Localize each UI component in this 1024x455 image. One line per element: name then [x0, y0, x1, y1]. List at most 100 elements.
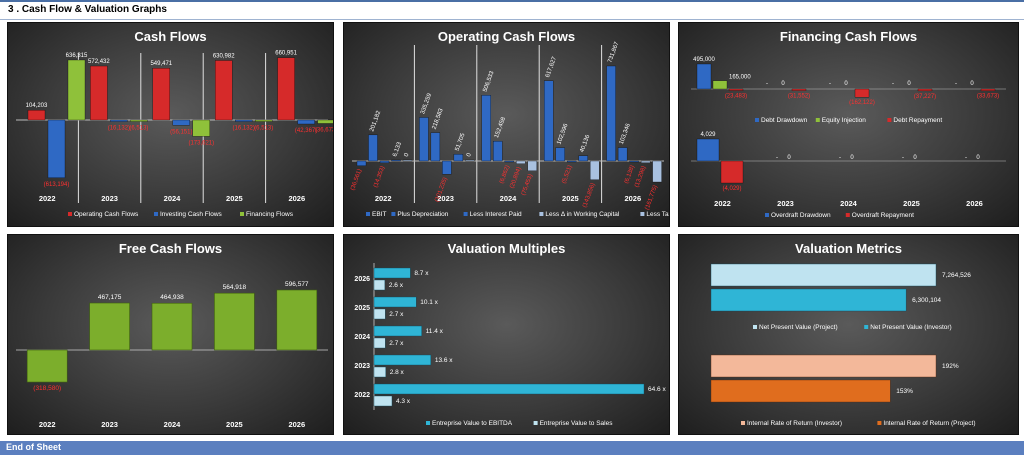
bar: [442, 160, 452, 175]
data-label: 572,432: [88, 59, 110, 65]
bar: [544, 80, 554, 162]
bar: [373, 354, 432, 366]
data-label: 4,029: [700, 132, 716, 138]
category-label: 2024: [354, 334, 370, 341]
legend-swatch: [366, 212, 370, 216]
data-label: 51,705: [455, 132, 467, 152]
bar: [214, 292, 255, 351]
data-label: (143,856): [582, 182, 596, 208]
bar: [516, 160, 526, 164]
data-label: 6,300,104: [912, 297, 941, 304]
bar: [710, 379, 891, 403]
data-label: (16,132): [233, 126, 255, 132]
category-label: 2023: [354, 363, 370, 370]
legend-swatch: [845, 213, 850, 217]
bar: [215, 60, 233, 121]
bar: [696, 63, 712, 90]
legend-swatch: [877, 421, 882, 425]
data-label: (20,894): [509, 166, 522, 189]
legend-label: Less Interest Paid: [470, 211, 522, 218]
data-label: 165,000: [729, 75, 751, 81]
category-label: 2022: [714, 199, 731, 208]
legend-swatch: [815, 118, 820, 122]
bar: [391, 159, 401, 162]
legend-swatch: [463, 212, 468, 216]
legend-label: Internal Rate of Return (Project): [883, 420, 975, 427]
data-label: 0: [787, 155, 791, 161]
sheet-title: 3 . Cash Flow & Valuation Graphs: [8, 4, 167, 15]
bar: [373, 308, 386, 320]
cash-flows-chart: Cash Flows 104,203 (613,194) 636,315 2022 57…: [7, 22, 334, 227]
data-label: 13.6 x: [435, 357, 453, 364]
bar: [110, 119, 128, 122]
legend-label: Net Present Value (Investor): [870, 324, 952, 331]
legend-label: Less Δ in Working Capital: [545, 211, 620, 218]
legend-swatch: [741, 421, 745, 425]
data-label: 8.7 x: [414, 270, 429, 277]
data-label: 4.3 x: [396, 398, 411, 405]
legend-swatch: [426, 421, 430, 425]
category-label: 2023: [101, 194, 118, 203]
sheet-title-bar: 3 . Cash Flow & Valuation Graphs: [0, 0, 1024, 20]
data-label: 2.7 x: [389, 340, 404, 347]
bar: [368, 134, 378, 162]
category-label: 2023: [101, 420, 118, 429]
data-label: 495,000: [693, 57, 715, 63]
category-label: 2024: [840, 199, 858, 208]
chart-title: Financing Cash Flows: [779, 29, 918, 44]
data-label: 103,346: [619, 122, 632, 145]
bar: [465, 159, 475, 162]
bar: [791, 88, 807, 91]
data-label: -: [965, 155, 967, 161]
data-label: 549,471: [150, 61, 172, 67]
bar: [235, 119, 253, 122]
data-label: 0: [913, 155, 917, 161]
bar: [402, 159, 413, 162]
data-label: 660,951: [275, 51, 297, 57]
legend-label: Financing Flows: [246, 211, 294, 218]
bar: [373, 395, 393, 407]
legend-swatch: [864, 325, 869, 329]
bar: [917, 88, 933, 92]
data-label: 0: [907, 81, 911, 87]
bar: [527, 160, 537, 171]
chart-title: Valuation Metrics: [795, 241, 902, 256]
category-label: 2024: [164, 420, 182, 429]
legend-label: EBIT: [372, 211, 386, 218]
legend-swatch: [240, 212, 244, 216]
data-label: 102,596: [556, 122, 569, 145]
operating-cash-flows-chart: Operating Cash Flows (36,561) 201,182 (14,…: [343, 22, 670, 227]
data-label: -: [839, 155, 841, 161]
data-label: (6,138): [624, 165, 636, 185]
legend-label: Investing Cash Flows: [160, 211, 223, 218]
data-label: (42,367): [295, 128, 317, 134]
data-label: (173,621): [188, 140, 214, 146]
data-label: (75,453): [521, 173, 534, 196]
data-label: -: [829, 81, 831, 87]
bar: [854, 88, 870, 98]
bar: [47, 119, 66, 178]
data-label: 731,867: [607, 41, 620, 64]
data-label: 0: [781, 81, 785, 87]
bar: [27, 110, 46, 121]
legend-label: Less Taxes Paid: [646, 211, 669, 218]
category-label: 2025: [226, 194, 243, 203]
legend-label: Entreprise Value to EBITDA: [432, 420, 513, 427]
category-label: 2024: [500, 194, 518, 203]
bar: [493, 141, 503, 162]
data-label: 6,133: [392, 141, 403, 158]
data-label: 2.6 x: [389, 282, 404, 289]
bar: [130, 119, 148, 122]
chart-title: Cash Flows: [134, 29, 207, 44]
data-label: -: [955, 81, 957, 87]
category-label: 2026: [354, 276, 370, 283]
data-label: -: [892, 81, 894, 87]
data-label: 192%: [942, 363, 959, 370]
chart-title: Free Cash Flows: [118, 241, 223, 256]
legend-label: Equity Injection: [822, 117, 866, 124]
bar: [555, 147, 565, 162]
data-label: (33,673): [977, 94, 999, 100]
bar: [151, 302, 193, 351]
data-label: (56,151): [170, 129, 192, 135]
data-label: 7,264,526: [942, 272, 971, 279]
